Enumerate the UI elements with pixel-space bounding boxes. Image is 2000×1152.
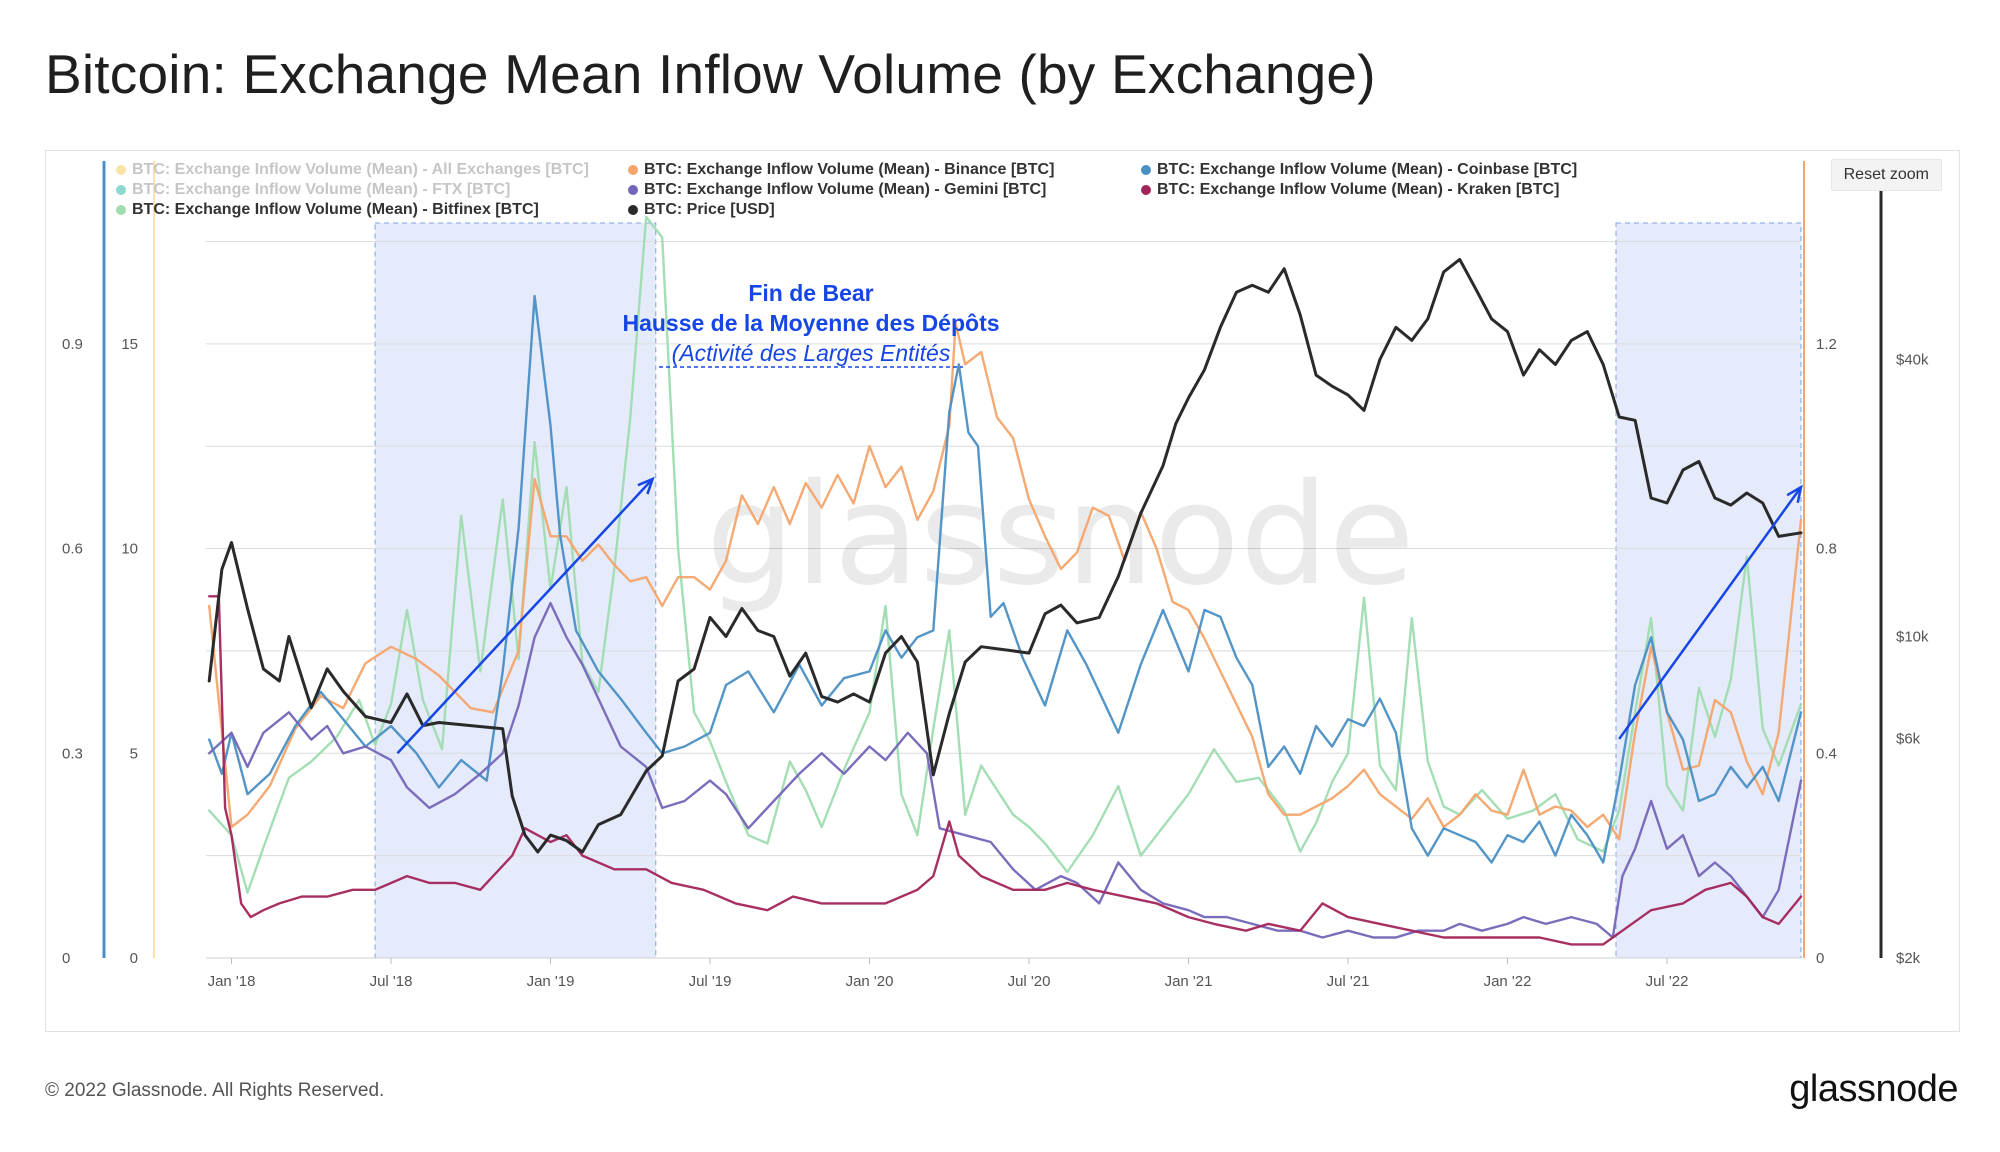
legend-item-bitfinex[interactable]: BTC: Exchange Inflow Volume (Mean) - Bit… [116, 201, 539, 219]
series-line-5 [207, 595, 1803, 946]
x-tick-label: Jan '18 [208, 973, 256, 990]
chart-watermark: glassnode [706, 454, 1415, 617]
legend-dot [116, 205, 126, 215]
highlight-bands [374, 222, 1802, 959]
legend-item-kraken[interactable]: BTC: Exchange Inflow Volume (Mean) - Kra… [1141, 181, 1559, 199]
annotation-line-1: Fin de Bear [748, 280, 873, 306]
legend-label: BTC: Price [USD] [644, 201, 775, 218]
left-outer-tick-label: 0.3 [62, 745, 83, 762]
annotation-arrowhead-1 [637, 476, 655, 495]
highlight-band-1 [374, 222, 657, 959]
x-tick-label: Jan '22 [1484, 973, 1532, 990]
copyright-text: © 2022 Glassnode. All Rights Reserved. [45, 1080, 385, 1101]
reset-zoom-button[interactable]: Reset zoom [1830, 159, 1942, 191]
annotation-text: Fin de Bear Hausse de la Moyenne des Dép… [622, 280, 1000, 368]
legend-label: BTC: Exchange Inflow Volume (Mean) - Gem… [644, 181, 1047, 198]
legend-label: BTC: Exchange Inflow Volume (Mean) - FTX… [132, 181, 511, 198]
x-tick-label: Jul '22 [1646, 973, 1689, 990]
x-tick-label: Jul '20 [1008, 973, 1051, 990]
annotation-arrows [396, 476, 1803, 755]
annotation-arrow-2 [1618, 486, 1803, 740]
series-line-3 [207, 294, 1803, 864]
right-inner-tick-label: 0.4 [1816, 745, 1837, 762]
series-lines [207, 215, 1803, 946]
x-tick-label: Jul '18 [370, 973, 413, 990]
highlight-band-2 [1615, 222, 1802, 959]
series-line-1 [207, 215, 1803, 894]
legend-item-binance[interactable]: BTC: Exchange Inflow Volume (Mean) - Bin… [628, 161, 1054, 179]
legend-label: BTC: Exchange Inflow Volume (Mean) - Bit… [132, 201, 539, 218]
annotation-arrowhead-2 [1786, 484, 1803, 504]
legend-dot [628, 165, 638, 175]
annotation-line-3: (Activité des Larges Entités [672, 340, 951, 366]
right-inner-tick-label: 0.8 [1816, 541, 1837, 558]
page-title: Bitcoin: Exchange Mean Inflow Volume (by… [45, 43, 1376, 105]
x-tick-label: Jan '20 [846, 973, 894, 990]
left-inner-tick-label: 10 [121, 541, 138, 558]
annotation-arrow-1 [396, 478, 654, 755]
left-outer-tick-label: 0 [62, 950, 70, 967]
right-inner-tick-label: 1.2 [1816, 336, 1837, 353]
legend-item-all-exchanges[interactable]: BTC: Exchange Inflow Volume (Mean) - All… [116, 161, 589, 179]
series-line-4 [207, 601, 1803, 939]
left-inner-tick-label: 0 [130, 950, 138, 967]
x-tick-label: Jan '21 [1165, 973, 1213, 990]
series-line-6 [207, 257, 1803, 854]
brand-logo: glassnode [1789, 1068, 1958, 1110]
legend-item-coinbase[interactable]: BTC: Exchange Inflow Volume (Mean) - Coi… [1141, 161, 1577, 179]
legend-dot [628, 185, 638, 195]
left-outer-tick-label: 0.6 [62, 541, 83, 558]
legend-label: BTC: Exchange Inflow Volume (Mean) - Coi… [1157, 161, 1578, 178]
chart-svg: glassnode 0 0.3 0.6 0.9 0 5 10 15 0 0.4 0.8 1.2 $2k $… [62, 161, 1929, 990]
x-tick-label: Jan '19 [527, 973, 575, 990]
legend-label: BTC: Exchange Inflow Volume (Mean) - Bin… [644, 161, 1055, 178]
legend-dot [1141, 165, 1151, 175]
x-tick-label: Jul '19 [689, 973, 732, 990]
axes: 0 0.3 0.6 0.9 0 5 10 15 0 0.4 0.8 1.2 $2k $6k $10k $40k… [62, 161, 1929, 990]
x-tick-label: Jul '21 [1327, 973, 1370, 990]
annotation-line-2: Hausse de la Moyenne des Dépôts [622, 310, 999, 336]
legend-dot [116, 165, 126, 175]
left-inner-tick-label: 5 [130, 745, 138, 762]
legend-dot [116, 185, 126, 195]
chart-frame: glassnode 0 0.3 0.6 0.9 0 5 10 15 0 0.4 0.8 1.2 $2k $… [45, 150, 1960, 1032]
legend-item-gemini[interactable]: BTC: Exchange Inflow Volume (Mean) - Gem… [628, 181, 1046, 199]
legend-dot [628, 205, 638, 215]
price-tick-label: $10k [1896, 628, 1929, 645]
legend-item-ftx[interactable]: BTC: Exchange Inflow Volume (Mean) - FTX… [116, 181, 510, 199]
left-outer-tick-label: 0.9 [62, 336, 83, 353]
price-tick-label: $40k [1896, 351, 1929, 368]
legend-label: BTC: Exchange Inflow Volume (Mean) - Kra… [1157, 181, 1560, 198]
legend-label: BTC: Exchange Inflow Volume (Mean) - All… [132, 161, 589, 178]
price-tick-label: $2k [1896, 950, 1921, 967]
left-inner-tick-label: 15 [121, 336, 138, 353]
price-tick-label: $6k [1896, 731, 1921, 748]
legend-dot [1141, 185, 1151, 195]
legend-item-price[interactable]: BTC: Price [USD] [628, 201, 775, 219]
right-inner-tick-label: 0 [1816, 950, 1824, 967]
